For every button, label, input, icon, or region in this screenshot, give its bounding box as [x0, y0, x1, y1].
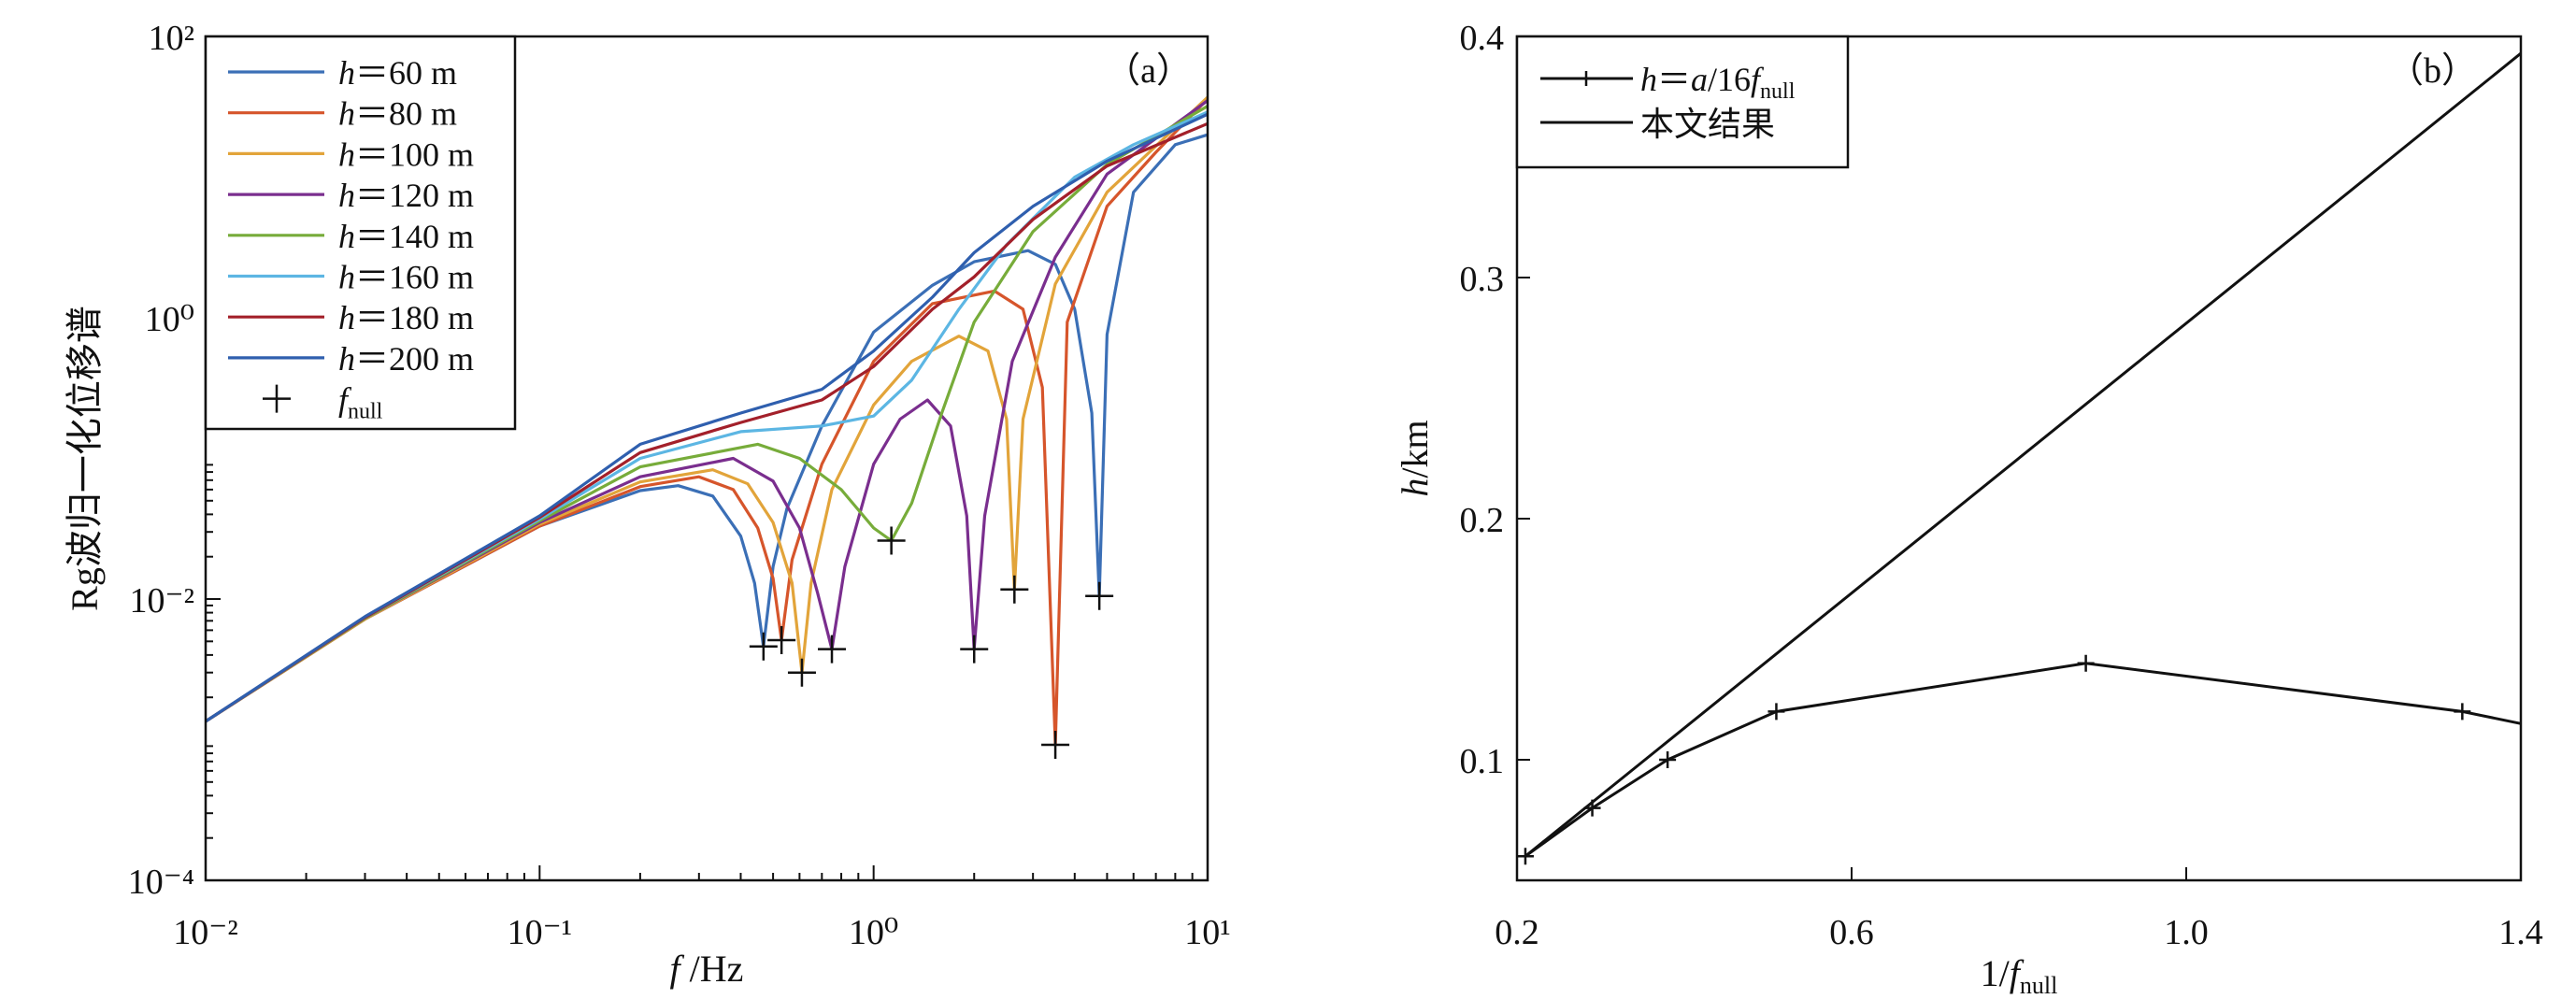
y-tick-label: 10⁻² [130, 581, 194, 621]
text-span: h [338, 218, 355, 255]
legend-label: h＝60 m [338, 54, 457, 92]
text-span: /km [1394, 420, 1436, 478]
text-span: h [1394, 478, 1436, 497]
text-span: h [338, 299, 355, 336]
y-axis-label: h/km [1394, 420, 1436, 496]
text-span: ＝200 m [355, 340, 474, 378]
legend-marker [1579, 71, 1594, 86]
null-marker [960, 635, 989, 664]
text-span: 1/ [1981, 952, 2011, 994]
x-tick-label: 10⁻² [173, 913, 237, 952]
text-span: ＝80 m [355, 95, 457, 133]
series-line-h80 [206, 97, 1208, 747]
y-axis-label: Rg波归一化位移谱 [64, 306, 106, 611]
x-tick-label: 10⁻¹ [508, 913, 572, 952]
y-tick-label: 10² [149, 19, 194, 58]
text-span: ＝100 m [355, 136, 474, 173]
text-span: h [338, 259, 355, 296]
y-tick-label: 0.1 [1460, 742, 1505, 781]
null-marker [767, 626, 796, 655]
text-span: /Hz [680, 948, 744, 990]
data-marker [1767, 703, 1785, 721]
legend-label: h＝100 m [338, 136, 474, 173]
legend-label: h＝200 m [338, 340, 474, 378]
x-axis-label: f /Hz [670, 948, 744, 990]
legend-label: h＝180 m [338, 299, 474, 336]
legend-label-formula: h＝a/16fnull [1640, 61, 1796, 104]
text-span: h [338, 340, 355, 378]
text-span: /16 [1708, 61, 1751, 98]
plot-frame [204, 35, 1209, 882]
series-line-h60 [206, 133, 1208, 723]
data-marker [2077, 654, 2095, 672]
text-span: h [338, 54, 355, 92]
legend-box [1515, 35, 1850, 169]
legend-label: h＝120 m [338, 177, 474, 214]
series-line-h140 [206, 105, 1208, 723]
text-span: ＝140 m [355, 218, 474, 255]
text-span: h [338, 95, 355, 133]
text-span: h [338, 136, 355, 173]
x-axis-label: 1/fnull [1981, 952, 2058, 999]
null-marker [749, 632, 778, 661]
text-span: ＝ [1657, 61, 1691, 98]
series-line-h120 [206, 99, 1208, 723]
legend-label: h＝160 m [338, 259, 474, 296]
plot-frame [1515, 35, 2523, 882]
panel-label-b: （b） [2388, 51, 2477, 91]
text-span: null [348, 400, 383, 424]
x-tick-label: 0.2 [1495, 913, 1539, 952]
text-span: ＝60 m [355, 54, 457, 92]
data-marker [2454, 703, 2471, 721]
series-line-h100 [206, 95, 1208, 723]
x-tick-label: 1.0 [2164, 913, 2209, 952]
null-marker [818, 635, 847, 664]
legend-null-marker [263, 384, 291, 413]
series-group [206, 95, 1208, 747]
series-line-h200 [206, 112, 1208, 723]
null-marker [787, 658, 816, 687]
x-tick-label: 0.6 [1829, 913, 1874, 952]
legend-label: h＝80 m [338, 95, 457, 133]
text-span: ＝180 m [355, 299, 474, 336]
data-marker [1659, 751, 1677, 768]
y-tick-label: 0.2 [1460, 501, 1505, 540]
text-span: ＝120 m [355, 177, 474, 214]
x-tick-label: 10¹ [1184, 913, 1230, 952]
text-span: null [1760, 79, 1796, 104]
panel-label-a: （a） [1105, 51, 1192, 91]
legend: h＝60 mh＝80 mh＝100 mh＝120 mh＝140 mh＝160 m… [204, 35, 517, 431]
x-tick-label: 1.4 [2498, 913, 2543, 952]
y-tick-label: 10⁻⁴ [128, 863, 194, 902]
null-marker [1085, 581, 1114, 610]
y-tick-label: 0.3 [1460, 260, 1505, 299]
legend-label: h＝140 m [338, 218, 474, 255]
x-tick-label: 10⁰ [849, 913, 898, 952]
series-line-this-paper [1524, 51, 2522, 858]
null-marker [1041, 730, 1070, 759]
null-marker [1000, 575, 1029, 604]
text-span: ＝160 m [355, 259, 474, 296]
null-marker [877, 526, 906, 555]
y-tick-label: 10⁰ [145, 300, 194, 339]
y-tick-label: 0.4 [1460, 19, 1505, 58]
text-span: a [1691, 61, 1708, 98]
text-span: null [2020, 972, 2057, 999]
data-marker [1516, 848, 1534, 865]
legend-label-this-paper: 本文结果 [1640, 106, 1775, 144]
text-span: h [1640, 61, 1657, 98]
text-span: h [338, 177, 355, 214]
legend-box [204, 35, 517, 431]
